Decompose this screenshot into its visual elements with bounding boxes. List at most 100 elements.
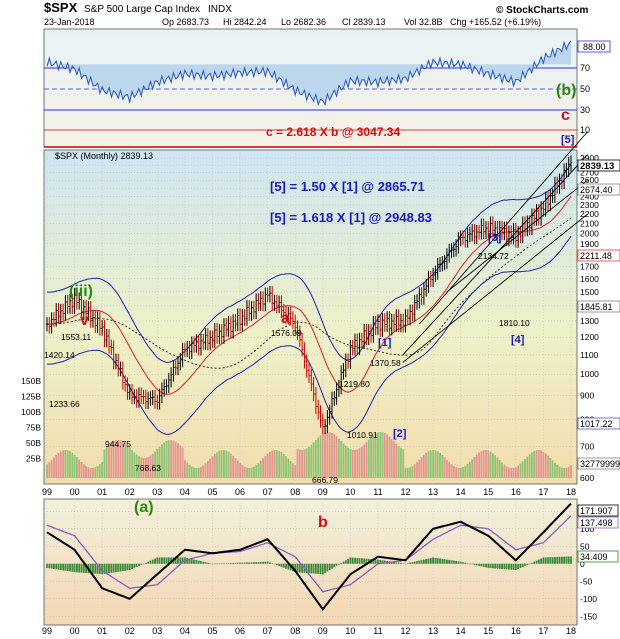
volume-bar [542, 451, 545, 478]
volume-bar [457, 467, 460, 478]
volume-bar [409, 467, 412, 478]
x-tick-label: 16 [511, 487, 521, 497]
volume-bar [271, 450, 274, 478]
volume-bar [73, 454, 76, 478]
macd-bar [535, 560, 538, 564]
x-tick-label: 15 [483, 487, 493, 497]
volume-bar [439, 452, 441, 478]
ma-label: 2211.48 [580, 251, 612, 261]
exchange: INDX [208, 4, 232, 15]
macd-bar [409, 562, 412, 564]
macd-bar [374, 559, 377, 564]
high-value: Hi 2842.24 [223, 17, 267, 27]
volume-bar [128, 447, 131, 478]
close-value: Cl 2839.13 [342, 17, 386, 27]
volume-bar [491, 453, 494, 478]
volume-value: Vol 32.8B [404, 17, 443, 27]
volume-bar [188, 464, 191, 478]
volume-bar [225, 450, 228, 478]
volume-bar [163, 442, 166, 478]
wave-b-label: (b) [556, 82, 576, 99]
macd-bar [204, 562, 207, 564]
trend-channels [402, 131, 588, 363]
wave-c-label: c [561, 107, 570, 124]
volume-bar [262, 458, 264, 478]
x-axis-macd: 99 00 01 02 03 04 05 06 07 08 09 10 11 12 13 14 15 16 17 18 [42, 626, 576, 636]
volume-bar [246, 467, 248, 478]
volume-bar [567, 466, 570, 478]
price-bands [46, 163, 572, 435]
macd-bar [482, 563, 485, 567]
macd-bar [241, 562, 244, 564]
macd-bar [294, 563, 297, 573]
macd-bar [144, 562, 147, 564]
volume-bar [92, 467, 94, 478]
macd-bar [560, 556, 563, 564]
volume-bar [103, 449, 106, 478]
x-tick-label: 07 [263, 626, 273, 636]
volume-bar [372, 435, 375, 478]
macd-bar [551, 557, 554, 564]
macd-bar [94, 563, 97, 574]
volume-bar [59, 451, 62, 478]
macd-bar [393, 562, 395, 564]
volume-bar [468, 461, 471, 478]
volume-bar [485, 450, 487, 478]
x-tick-label: 99 [42, 487, 52, 497]
price-tick: 2000 [580, 228, 599, 238]
volume-bar [236, 460, 239, 478]
volume-bar [560, 467, 563, 478]
macd-bar [239, 562, 241, 564]
macd-bar [533, 561, 536, 564]
wave-b-bottom: b [318, 514, 328, 531]
macd-tick: 0 [580, 559, 585, 569]
macd-bar [257, 562, 260, 564]
volume-bar [395, 443, 398, 478]
volume-bar [52, 457, 55, 478]
volume-bar [351, 449, 354, 478]
volume-bar [551, 460, 554, 478]
macd-bar [124, 563, 127, 571]
price-tick: 1900 [580, 239, 599, 249]
rsi-line [46, 40, 572, 106]
macd-bar [280, 563, 283, 567]
macd-bar [308, 563, 310, 574]
macd-bar [80, 563, 83, 573]
macd-bar [225, 563, 228, 564]
volume-bar [234, 458, 237, 478]
volume-bar [110, 442, 113, 478]
macd-bar [75, 563, 78, 573]
macd-bar [363, 558, 366, 564]
macd-bar [287, 563, 290, 570]
macd-bar [487, 563, 490, 568]
x-tick-label: 11 [373, 487, 382, 497]
peak-label: 1219.80 [339, 379, 370, 389]
x-tick-label: 10 [345, 626, 355, 636]
wave-2-label: [2] [393, 428, 407, 440]
macd-bar [200, 561, 202, 564]
macd-bar [262, 561, 264, 564]
macd-bar [92, 563, 94, 574]
volume-bar [105, 447, 108, 478]
channel-line [402, 154, 588, 356]
volume-bar [344, 445, 347, 478]
volume-bar [174, 441, 177, 478]
macd-bar [420, 560, 423, 564]
volume-bar [478, 452, 480, 478]
volume-bar [473, 456, 476, 478]
volume-bar [308, 446, 310, 478]
volume-bar [335, 436, 338, 478]
volume-bar [296, 448, 299, 478]
macd-bar [131, 563, 133, 569]
ma-value-labels: 2839.13 2674.40 2211.48 1845.81 1017.22 … [577, 159, 620, 470]
x-tick-label: 14 [456, 626, 466, 636]
volume-bar [524, 458, 526, 478]
volume-bar [374, 433, 377, 478]
copyright: © StockCharts.com [496, 5, 589, 16]
volume-bar [298, 449, 301, 478]
volume-bar [528, 454, 531, 478]
volume-bar [455, 467, 457, 478]
volume-bar [423, 454, 425, 478]
x-tick-label: 09 [318, 626, 328, 636]
volume-bar [406, 467, 409, 478]
